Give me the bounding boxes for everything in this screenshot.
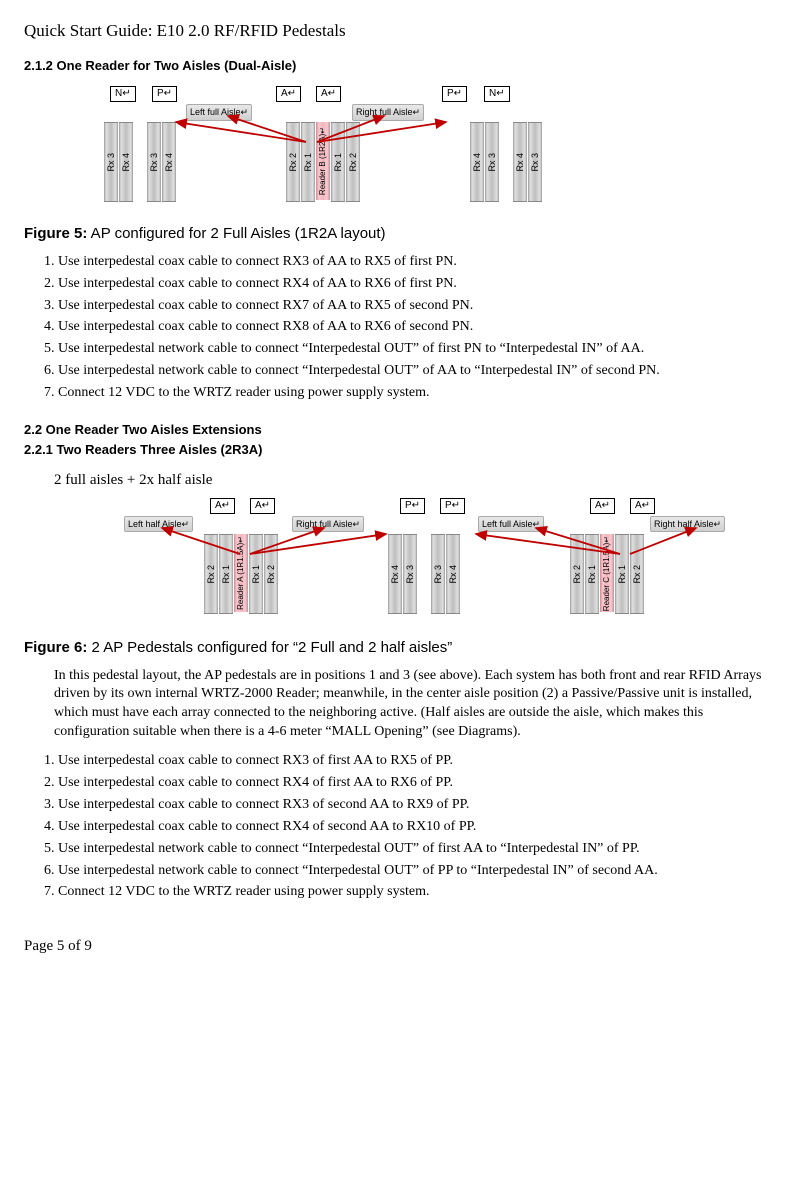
label-p: P↵ [400, 498, 425, 514]
figure6-paragraph: In this pedestal layout, the AP pedestal… [54, 667, 767, 743]
section-212-heading: 2.1.2 One Reader for Two Aisles (Dual-Ai… [24, 57, 767, 75]
ped-rx1: Rx 1 [331, 122, 345, 202]
ped-rx1: Rx 1 [301, 122, 315, 202]
step: Use interpedestal coax cable to connect … [58, 818, 767, 837]
figure5-steps: Use interpedestal coax cable to connect … [24, 253, 767, 403]
subcap-221: 2 full aisles + 2x half aisle [54, 470, 767, 490]
tag-right-half: Right half Aisle↵ [650, 516, 725, 532]
ped-rx3: Rx 3 [431, 534, 445, 614]
ped-rx1: Rx 1 [219, 534, 233, 614]
tag-left-full: Left full Aisle↵ [186, 104, 252, 120]
section-22-heading: 2.2 One Reader Two Aisles Extensions [24, 421, 767, 439]
label-a: A↵ [590, 498, 615, 514]
tag-right-full: Right full Aisle↵ [352, 104, 424, 120]
label-a: A↵ [250, 498, 275, 514]
step: Use interpedestal coax cable to connect … [58, 752, 767, 771]
figure5-diagram: N↵ P↵ A↵ A↵ P↵ N↵ Left full Aisle↵ Right… [104, 86, 524, 216]
step: Use interpedestal coax cable to connect … [58, 796, 767, 815]
ped-rx4: Rx 4 [119, 122, 133, 202]
step: Use interpedestal coax cable to connect … [58, 297, 767, 316]
figure5-caption: Figure 5: AP configured for 2 Full Aisle… [24, 224, 767, 244]
step: Use interpedestal coax cable to connect … [58, 253, 767, 272]
step: Connect 12 VDC to the WRTZ reader using … [58, 384, 767, 403]
ped-rx2: Rx 2 [286, 122, 300, 202]
reader-a: Reader A (1R1.5A)↵ [234, 534, 248, 612]
page-number: Page 5 of 9 [24, 936, 767, 956]
tag-left-full: Left full Aisle↵ [478, 516, 544, 532]
label-n: N↵ [484, 86, 510, 102]
ped-rx3: Rx 3 [528, 122, 542, 202]
label-p: P↵ [442, 86, 467, 102]
label-p: P↵ [440, 498, 465, 514]
ped-rx3: Rx 3 [403, 534, 417, 614]
step: Use interpedestal network cable to conne… [58, 340, 767, 359]
label-a: A↵ [210, 498, 235, 514]
step: Use interpedestal coax cable to connect … [58, 774, 767, 793]
ped-rx1: Rx 1 [249, 534, 263, 614]
tag-right-full: Right full Aisle↵ [292, 516, 364, 532]
figure6-steps: Use interpedestal coax cable to connect … [24, 752, 767, 902]
ped-rx1: Rx 1 [585, 534, 599, 614]
step: Use interpedestal network cable to conne… [58, 840, 767, 859]
ped-rx1: Rx 1 [615, 534, 629, 614]
ped-rx4: Rx 4 [513, 122, 527, 202]
doc-title: Quick Start Guide: E10 2.0 RF/RFID Pedes… [24, 20, 767, 43]
label-p: P↵ [152, 86, 177, 102]
reader-b: Reader B (1R2A)↵ [316, 122, 330, 200]
step: Connect 12 VDC to the WRTZ reader using … [58, 883, 767, 902]
step: Use interpedestal network cable to conne… [58, 362, 767, 381]
tag-left-half: Left half Aisle↵ [124, 516, 193, 532]
section-221-heading: 2.2.1 Two Readers Three Aisles (2R3A) [24, 441, 767, 459]
figure5-label: Figure 5: [24, 225, 87, 242]
figure5-text: AP configured for 2 Full Aisles (1R2A la… [87, 225, 385, 242]
ped-rx4: Rx 4 [446, 534, 460, 614]
ped-rx4: Rx 4 [470, 122, 484, 202]
step: Use interpedestal coax cable to connect … [58, 318, 767, 337]
step: Use interpedestal coax cable to connect … [58, 275, 767, 294]
ped-rx3: Rx 3 [485, 122, 499, 202]
label-n: N↵ [110, 86, 136, 102]
figure6-text: 2 AP Pedestals configured for “2 Full an… [87, 639, 452, 656]
label-a: A↵ [316, 86, 341, 102]
ped-rx2: Rx 2 [346, 122, 360, 202]
figure6-label: Figure 6: [24, 639, 87, 656]
step: Use interpedestal network cable to conne… [58, 862, 767, 881]
ped-rx3: Rx 3 [147, 122, 161, 202]
ped-rx2: Rx 2 [570, 534, 584, 614]
figure6-diagram: A↵ A↵ P↵ P↵ A↵ A↵ Left half Aisle↵ Right… [124, 498, 714, 630]
ped-rx4: Rx 4 [162, 122, 176, 202]
ped-rx2: Rx 2 [264, 534, 278, 614]
figure6-caption: Figure 6: 2 AP Pedestals configured for … [24, 638, 767, 658]
ped-rx2: Rx 2 [630, 534, 644, 614]
ped-rx3: Rx 3 [104, 122, 118, 202]
ped-rx2: Rx 2 [204, 534, 218, 614]
ped-rx4: Rx 4 [388, 534, 402, 614]
reader-c: Reader C (1R1.5A)↵ [600, 534, 614, 612]
label-a: A↵ [630, 498, 655, 514]
label-a: A↵ [276, 86, 301, 102]
